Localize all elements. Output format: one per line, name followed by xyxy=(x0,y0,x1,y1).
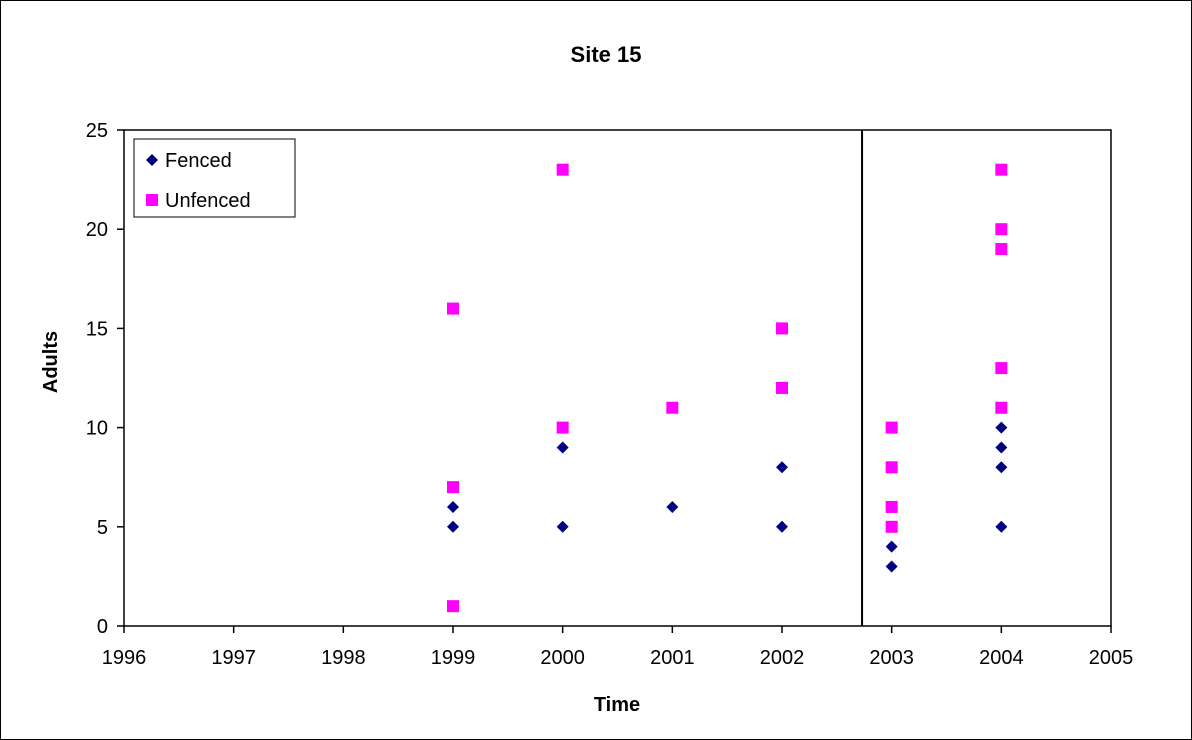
y-tick-label: 20 xyxy=(86,219,108,241)
chart-title: Site 15 xyxy=(571,42,642,67)
y-axis: 0 5 10 15 20 25 xyxy=(86,120,124,638)
unfenced-point xyxy=(776,322,788,335)
unfenced-point xyxy=(995,401,1008,414)
x-tick-label: 1996 xyxy=(102,647,147,669)
fenced-point xyxy=(885,560,898,573)
y-tick-label: 15 xyxy=(86,318,108,340)
fenced-point xyxy=(995,461,1008,474)
unfenced-point xyxy=(447,481,459,494)
fenced-point xyxy=(447,500,459,513)
y-tick-label: 10 xyxy=(86,418,108,440)
x-tick-label: 2000 xyxy=(540,647,585,669)
x-tick-label: 1997 xyxy=(211,647,256,669)
unfenced-point xyxy=(447,600,459,613)
x-tick-label: 2001 xyxy=(650,647,695,669)
unfenced-point xyxy=(885,500,898,513)
x-axis: 1996 1997 1998 1999 2000 2001 2002 2003 2004 2005 xyxy=(102,626,1134,669)
fenced-point xyxy=(995,520,1008,533)
unfenced-point xyxy=(666,401,679,414)
legend-marker-unfenced xyxy=(146,194,158,206)
unfenced-point xyxy=(885,461,898,474)
fenced-point xyxy=(776,461,788,474)
fenced-point xyxy=(776,520,788,533)
x-tick-label: 1998 xyxy=(321,647,366,669)
x-tick-label: 2004 xyxy=(979,647,1024,669)
fenced-point xyxy=(995,421,1008,434)
unfenced-point xyxy=(995,243,1008,256)
x-tick-label: 2002 xyxy=(760,647,805,669)
legend-label-unfenced: Unfenced xyxy=(165,190,251,212)
x-tick-label: 2005 xyxy=(1089,647,1134,669)
y-tick-label: 25 xyxy=(86,120,108,142)
unfenced-point xyxy=(995,362,1008,375)
y-axis-title: Adults xyxy=(40,331,62,393)
fenced-point xyxy=(666,500,679,513)
unfenced-point xyxy=(885,520,898,533)
legend: Fenced Unfenced xyxy=(133,138,296,218)
fenced-point xyxy=(556,520,569,533)
unfenced-point xyxy=(885,421,898,434)
y-tick-label: 0 xyxy=(97,616,108,638)
unfenced-point xyxy=(556,163,569,176)
unfenced-point xyxy=(995,223,1008,236)
unfenced-point xyxy=(995,163,1008,176)
legend-box xyxy=(133,138,296,218)
fenced-point xyxy=(995,441,1008,454)
fenced-point xyxy=(447,520,459,533)
x-tick-label: 1999 xyxy=(431,647,476,669)
data-points xyxy=(447,163,1008,613)
legend-label-fenced: Fenced xyxy=(165,150,232,172)
fenced-point xyxy=(556,441,569,454)
y-tick-label: 5 xyxy=(97,517,108,539)
unfenced-point xyxy=(447,302,459,315)
x-tick-label: 2003 xyxy=(869,647,914,669)
unfenced-point xyxy=(556,421,569,434)
x-axis-title: Time xyxy=(594,694,640,716)
series-fenced xyxy=(447,421,1008,573)
unfenced-point xyxy=(776,381,788,394)
series-unfenced xyxy=(447,163,1008,613)
fenced-point xyxy=(885,540,898,553)
legend-marker-fenced xyxy=(146,154,158,166)
